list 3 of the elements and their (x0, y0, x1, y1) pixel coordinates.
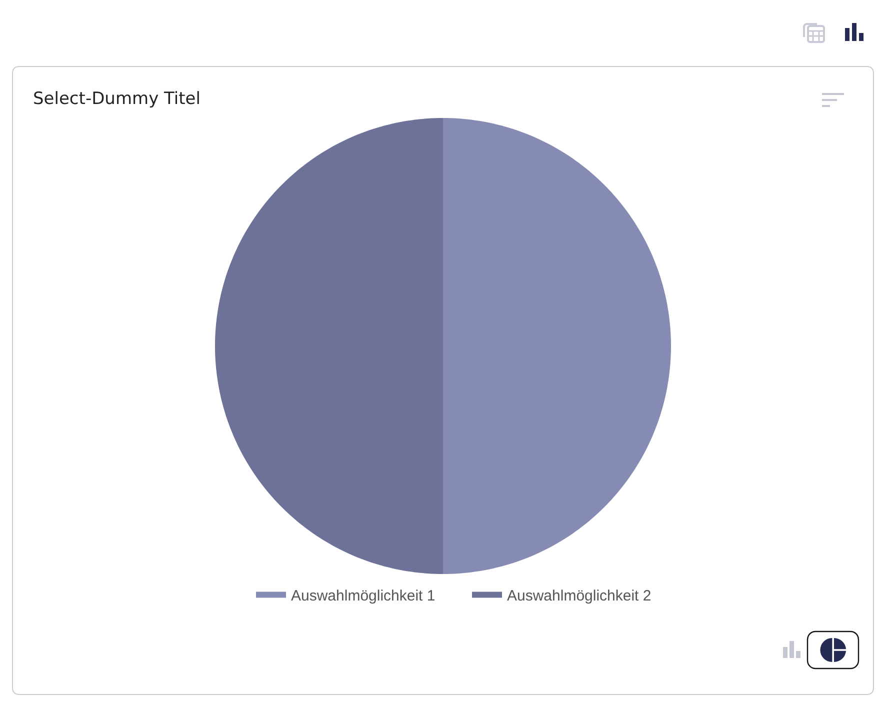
legend-label: Auswahlmöglichkeit 1 (291, 588, 436, 605)
chart-title: Select-Dummy Titel (33, 88, 200, 109)
legend-label: Auswahlmöglichkeit 2 (507, 588, 652, 605)
